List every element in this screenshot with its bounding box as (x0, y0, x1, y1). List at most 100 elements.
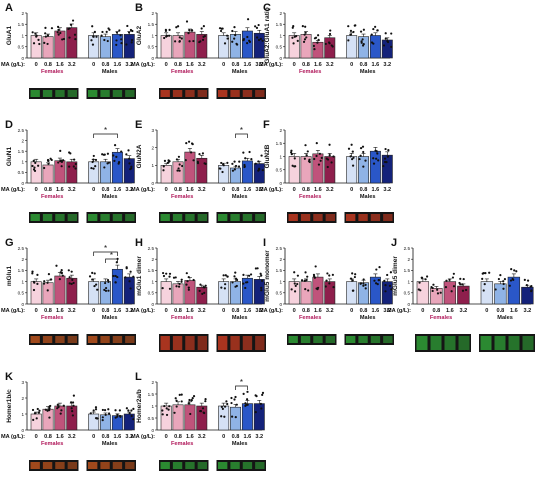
data-point (92, 35, 95, 38)
y-tick-label: 1.5 (276, 22, 283, 27)
significance-bracket (235, 385, 248, 390)
data-point (354, 24, 357, 27)
data-point (312, 44, 315, 48)
bar (494, 283, 507, 305)
x-tick-label: 0 (350, 308, 353, 314)
data-point (57, 33, 60, 36)
data-point (107, 280, 110, 284)
data-point (203, 34, 207, 38)
data-point (364, 287, 367, 290)
data-point (202, 24, 205, 28)
data-point (128, 157, 131, 160)
data-point (230, 401, 233, 405)
blot-band (160, 336, 170, 350)
data-point (431, 289, 434, 293)
data-point (104, 289, 108, 292)
data-point (126, 24, 129, 28)
blot-band (230, 214, 240, 221)
data-point (374, 25, 377, 28)
x-tick-label: 1.6 (56, 62, 64, 68)
data-point (461, 289, 465, 292)
data-point (48, 407, 51, 410)
blot-band (522, 336, 534, 350)
blot-background (159, 88, 209, 99)
significance-bracket (93, 133, 118, 138)
y-tick-label: 1 (151, 33, 154, 38)
data-point (370, 41, 374, 44)
data-point (246, 35, 249, 39)
data-point (32, 288, 36, 292)
blot-background (159, 460, 209, 471)
blot-background (86, 334, 136, 345)
western-blot-strip (159, 460, 209, 471)
y-axis-label: GluN2B (264, 144, 271, 168)
data-point (101, 30, 104, 34)
x-tick-label: 1.6 (186, 62, 194, 68)
data-point (431, 286, 434, 290)
panel-letter: E (135, 119, 142, 131)
bar (160, 281, 172, 305)
group-label: Males (497, 315, 513, 321)
data-point (167, 159, 170, 162)
data-point (50, 158, 53, 162)
blot-band (480, 336, 492, 350)
data-point (327, 41, 331, 44)
data-point (300, 279, 304, 282)
data-point (420, 276, 423, 279)
data-point (351, 279, 354, 282)
data-point (90, 39, 93, 42)
data-point (432, 283, 435, 286)
data-point (233, 37, 236, 40)
data-point (115, 155, 118, 158)
x-tick-label: 3.2 (383, 62, 391, 68)
data-point (450, 290, 453, 293)
data-point (502, 287, 505, 290)
data-point (375, 268, 378, 271)
data-point (36, 273, 39, 276)
data-point (186, 280, 189, 283)
bar (358, 156, 370, 184)
x-tick-label: 1.6 (372, 187, 380, 193)
data-point (383, 160, 387, 164)
blot-band (42, 336, 53, 343)
data-point (261, 169, 264, 172)
data-point (331, 273, 334, 276)
data-point (386, 273, 389, 277)
data-point (235, 278, 239, 282)
data-point (101, 416, 104, 419)
data-point (128, 162, 131, 165)
data-point (362, 278, 365, 281)
x-tick-label: 0.8 (232, 308, 240, 314)
data-point (351, 164, 355, 167)
data-point (93, 284, 96, 288)
group-label: Females (41, 69, 63, 75)
data-point (74, 167, 77, 170)
group-label: Females (41, 194, 63, 200)
x-axis-prefix: MA (g/L): (131, 62, 155, 68)
y-tick-label: 1 (21, 33, 24, 38)
x-tick-label: 0 (165, 62, 168, 68)
data-point (60, 409, 63, 412)
data-point (220, 405, 223, 408)
x-tick-label: 1.6 (244, 187, 252, 193)
blot-band (300, 214, 311, 221)
data-point (303, 157, 306, 160)
x-tick-label: 3.2 (125, 308, 133, 314)
x-tick-label: 0.8 (360, 187, 368, 193)
data-point (383, 157, 387, 160)
blot-band (325, 214, 335, 221)
data-point (223, 415, 226, 418)
data-point (68, 282, 71, 285)
x-tick-label: 0 (222, 62, 225, 68)
data-point (114, 281, 117, 284)
significance-star: * (240, 126, 243, 135)
x-tick-label: 1.6 (372, 308, 380, 314)
bar (457, 285, 470, 305)
blot-band (30, 462, 40, 469)
data-point (38, 42, 41, 46)
data-point (219, 29, 223, 33)
data-point (349, 29, 353, 32)
blot-band (30, 90, 40, 97)
x-axis-prefix: MA (g/L): (259, 187, 283, 193)
